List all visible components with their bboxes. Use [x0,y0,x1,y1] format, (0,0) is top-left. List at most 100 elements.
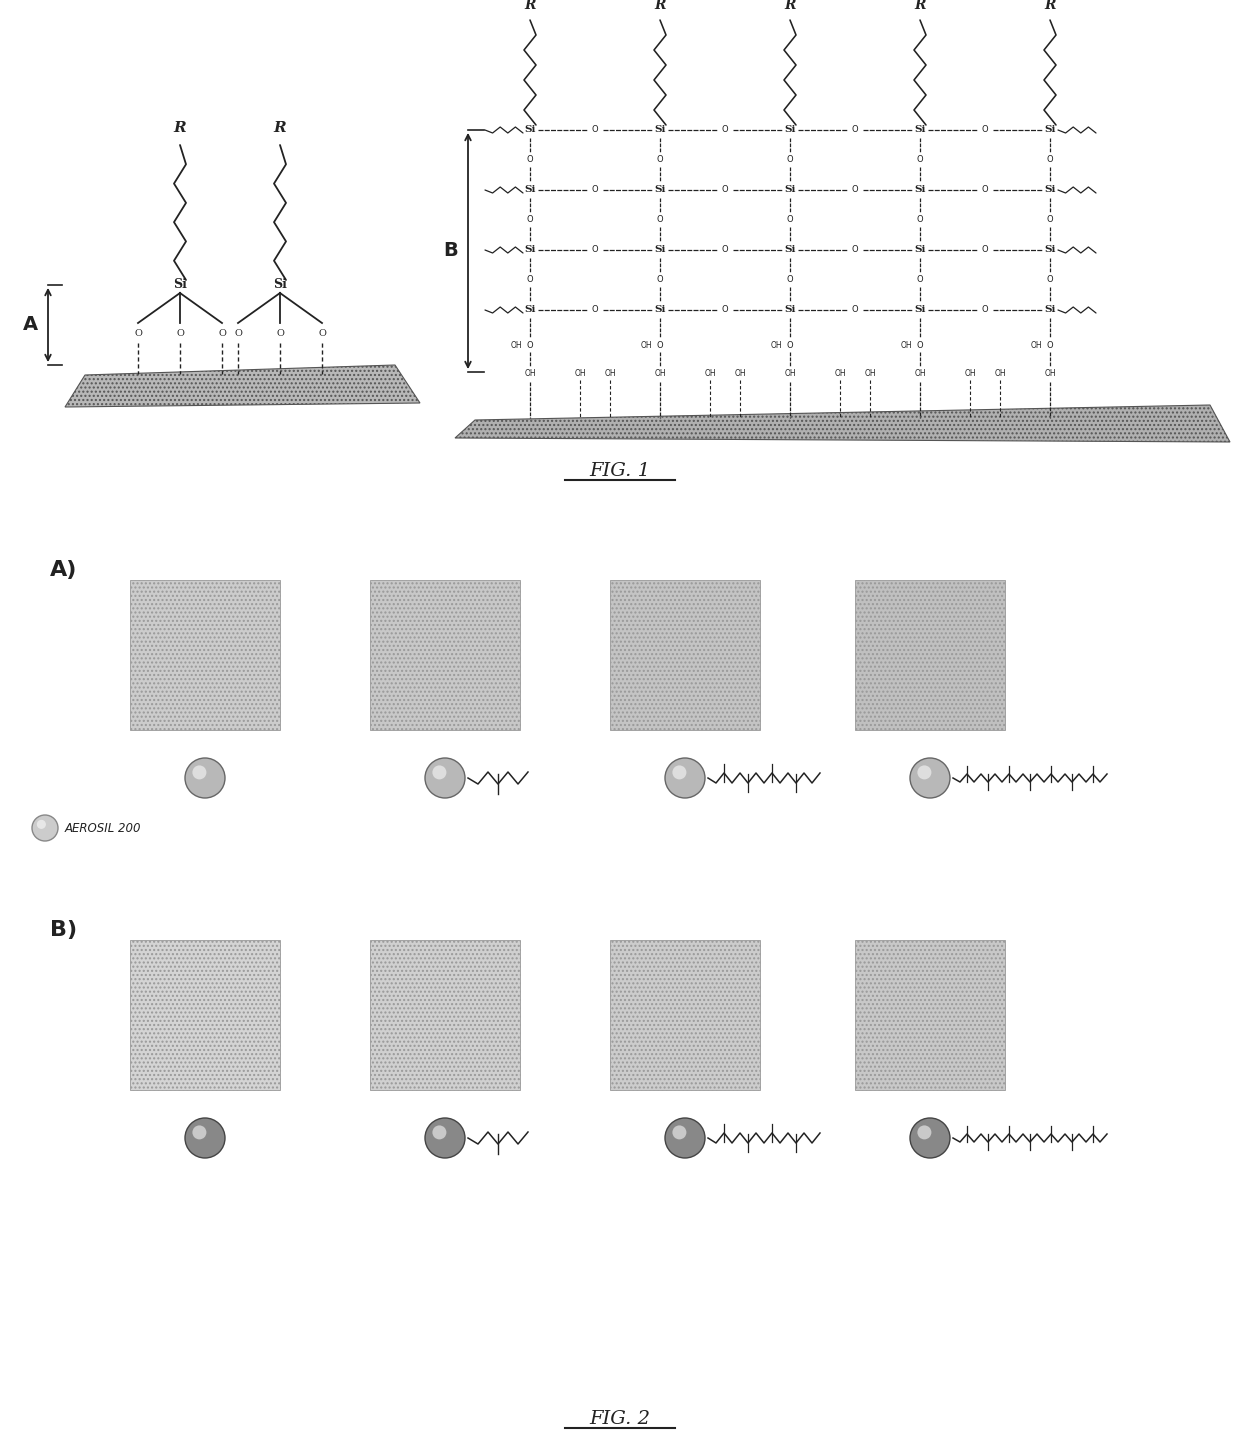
Text: OH: OH [900,340,911,349]
Text: O: O [982,185,988,195]
Text: O: O [916,156,924,164]
Text: R: R [914,0,926,12]
Text: Si: Si [914,306,926,314]
Text: R: R [525,0,536,12]
Circle shape [672,1125,687,1139]
Text: O: O [982,306,988,314]
Text: O: O [722,306,728,314]
Circle shape [425,1117,465,1158]
Text: O: O [591,125,599,134]
Text: R: R [655,0,666,12]
Text: O: O [786,340,794,349]
Bar [856,940,1004,1090]
Circle shape [185,758,224,797]
Text: O: O [916,275,924,285]
Text: Si: Si [655,246,666,255]
Text: O: O [1047,215,1053,224]
Text: O: O [722,185,728,195]
Text: Si: Si [655,306,666,314]
Text: R: R [1044,0,1055,12]
Text: OH: OH [604,368,616,377]
Text: O: O [234,329,242,338]
Text: O: O [852,185,858,195]
Text: Si: Si [914,125,926,134]
Text: OH: OH [864,368,875,377]
Text: O: O [852,306,858,314]
Text: O: O [591,246,599,255]
Text: O: O [277,329,284,338]
Text: OH: OH [525,370,536,378]
Text: Si: Si [1044,246,1055,255]
Bar [856,581,1004,730]
Bar [130,581,280,730]
Text: Si: Si [655,125,666,134]
Circle shape [910,1117,950,1158]
Text: OH: OH [770,340,781,349]
Text: FIG. 1: FIG. 1 [589,463,651,480]
Text: O: O [527,156,533,164]
Text: Si: Si [785,306,796,314]
Text: OH: OH [1044,370,1055,378]
Text: O: O [786,215,794,224]
Text: O: O [657,275,663,285]
Text: FIG. 2: FIG. 2 [589,1410,651,1427]
Text: O: O [134,329,141,338]
Text: AEROSIL 200: AEROSIL 200 [64,822,141,835]
Polygon shape [64,365,420,407]
Text: Si: Si [914,246,926,255]
Circle shape [433,1125,446,1139]
Circle shape [37,819,46,829]
Text: Si: Si [785,246,796,255]
Text: OH: OH [835,368,846,377]
Text: O: O [657,215,663,224]
Text: Si: Si [785,185,796,195]
Bar [610,940,760,1090]
Text: Si: Si [914,185,926,195]
Circle shape [192,765,206,780]
Text: Si: Si [785,125,796,134]
Circle shape [425,758,465,797]
Bar [610,581,760,730]
Text: O: O [527,340,533,349]
Text: O: O [319,329,326,338]
Text: B: B [443,242,458,260]
Text: O: O [722,246,728,255]
Text: O: O [591,306,599,314]
Bar [370,940,520,1090]
Text: OH: OH [510,340,522,349]
Text: OH: OH [1030,340,1042,349]
Text: O: O [722,125,728,134]
Text: Si: Si [1044,185,1055,195]
Text: OH: OH [574,368,585,377]
Text: OH: OH [994,368,1006,377]
Text: O: O [1047,156,1053,164]
Text: OH: OH [965,368,976,377]
Text: A): A) [50,560,77,581]
Text: O: O [591,185,599,195]
Text: OH: OH [704,368,715,377]
Circle shape [433,765,446,780]
Text: OH: OH [784,370,796,378]
Text: Si: Si [174,278,187,291]
Text: Si: Si [525,306,536,314]
Text: O: O [786,156,794,164]
Text: B): B) [50,920,77,940]
Text: O: O [527,215,533,224]
Text: O: O [852,125,858,134]
Text: O: O [176,329,184,338]
Text: O: O [982,246,988,255]
Circle shape [665,758,706,797]
Text: OH: OH [914,370,926,378]
Circle shape [665,1117,706,1158]
Text: A: A [22,316,38,335]
Text: O: O [916,340,924,349]
Text: Si: Si [525,185,536,195]
Text: Si: Si [525,246,536,255]
Text: Si: Si [1044,125,1055,134]
Text: OH: OH [655,370,666,378]
Text: O: O [916,215,924,224]
Text: Si: Si [1044,306,1055,314]
Text: OH: OH [640,340,652,349]
Text: Si: Si [525,125,536,134]
Text: O: O [1047,340,1053,349]
